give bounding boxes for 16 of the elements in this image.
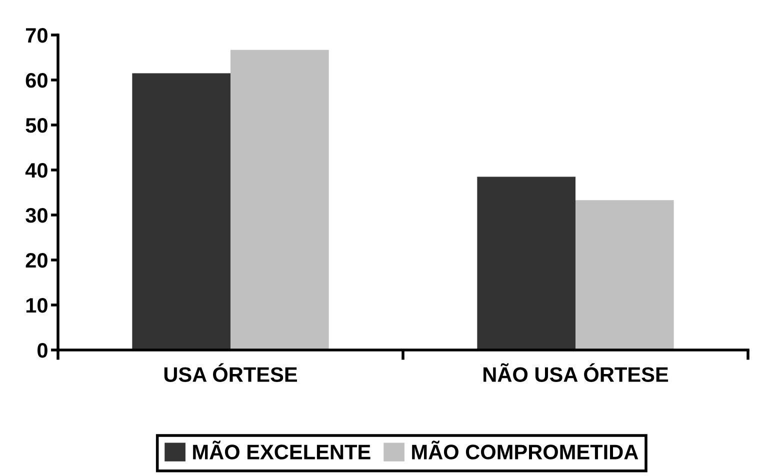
x-tick-label: NÃO USA ÓRTESE <box>484 363 668 382</box>
y-tick-label: 50 <box>26 118 48 133</box>
bar <box>576 200 674 350</box>
y-tick-label: 70 <box>26 28 48 43</box>
bar <box>132 73 230 350</box>
y-tick-label: 10 <box>26 298 48 313</box>
y-tick-label: 20 <box>26 253 48 268</box>
legend-label: MÃO EXCELENTE <box>193 440 370 460</box>
legend-label: MÃO COMPROMETIDA <box>412 440 638 460</box>
bar <box>477 176 576 350</box>
y-tick-label: 40 <box>25 163 48 178</box>
y-tick-label: 0 <box>38 343 48 358</box>
bar <box>230 50 329 350</box>
x-tick-label: USA ÓRTESE <box>164 363 298 382</box>
y-tick-label: 30 <box>26 208 48 223</box>
y-tick-label: 60 <box>26 73 48 88</box>
